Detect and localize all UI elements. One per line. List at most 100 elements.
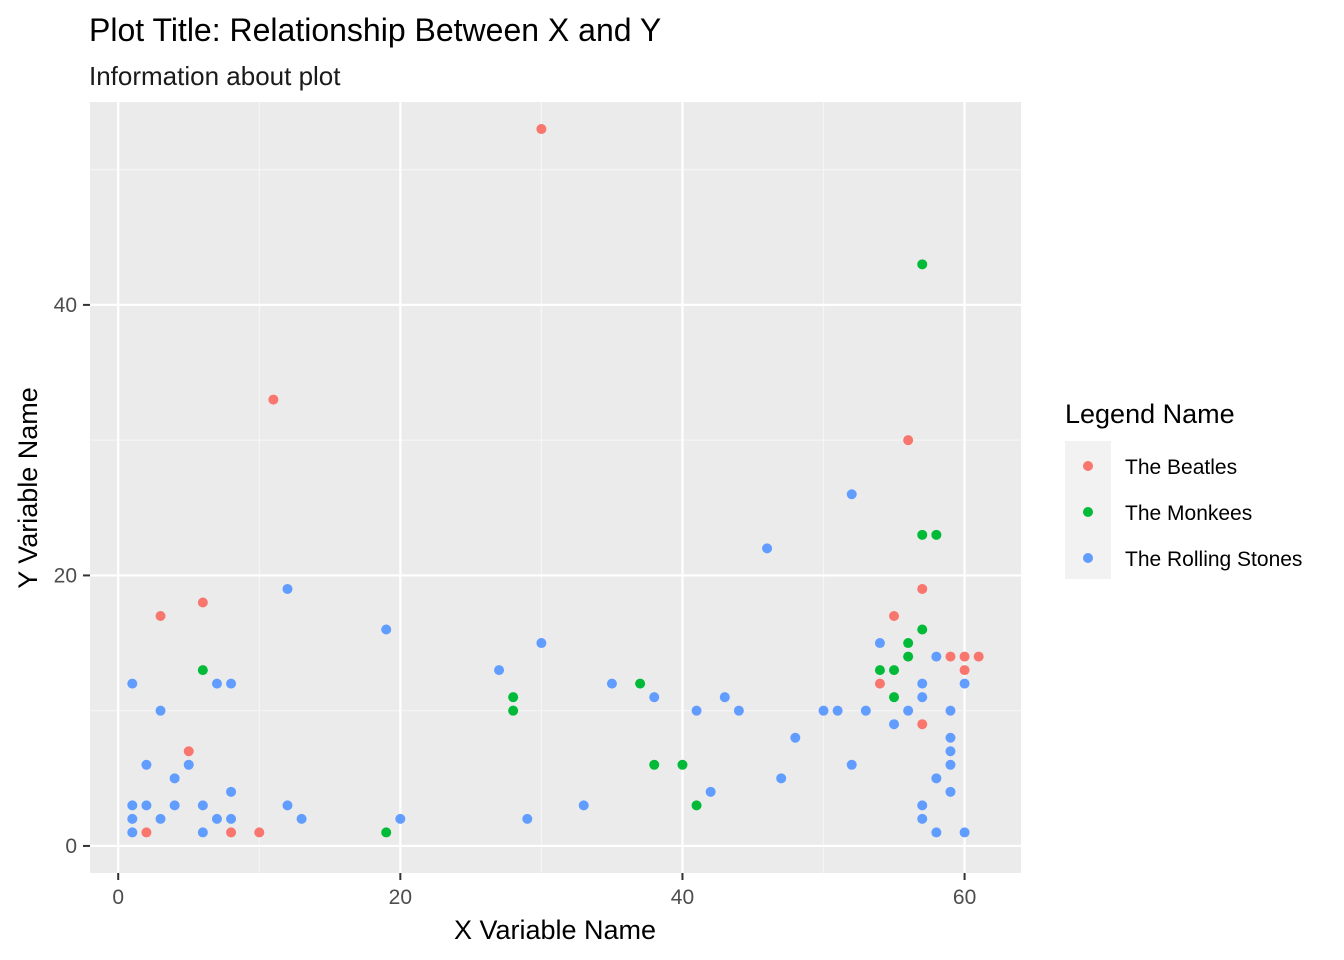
data-point (226, 813, 237, 824)
data-point (973, 651, 984, 662)
data-point (649, 692, 660, 703)
data-point (846, 759, 857, 770)
data-point (197, 800, 208, 811)
data-point (606, 678, 617, 689)
data-point (917, 624, 928, 635)
data-point (522, 813, 533, 824)
data-point (903, 435, 914, 446)
data-point (282, 800, 293, 811)
data-point (141, 800, 152, 811)
data-point (691, 800, 702, 811)
data-point (691, 705, 702, 716)
legend-label: The Monkees (1125, 502, 1252, 525)
data-point (874, 638, 885, 649)
y-tick-label: 0 (65, 835, 77, 858)
data-point (677, 759, 688, 770)
data-point (197, 665, 208, 676)
data-point (917, 719, 928, 730)
data-point (945, 732, 956, 743)
legend-key (1083, 553, 1093, 563)
data-point (945, 786, 956, 797)
data-point (127, 678, 138, 689)
data-point (127, 800, 138, 811)
data-point (381, 624, 392, 635)
data-point (889, 611, 900, 621)
legend-items: The Beatles The Monkees The Rolling Stones (1083, 456, 1302, 571)
data-point (874, 665, 885, 676)
major-gridlines (90, 102, 1021, 873)
y-axis: 0 20 40 (54, 294, 90, 858)
data-point (733, 705, 744, 716)
data-point (197, 597, 208, 608)
data-point (917, 529, 928, 540)
data-point (155, 611, 166, 621)
data-point (127, 813, 138, 824)
data-point (818, 705, 829, 716)
data-point (917, 583, 928, 594)
x-axis-title: X Variable Name (454, 915, 656, 945)
data-point (508, 705, 519, 716)
minor-gridlines (90, 102, 1021, 873)
legend: Legend Name The Beatles The Monkees The Ro… (1065, 399, 1302, 579)
x-tick-label: 40 (671, 886, 694, 909)
data-point (945, 759, 956, 770)
data-point (917, 259, 928, 270)
data-point (211, 678, 222, 689)
data-point (127, 827, 138, 838)
data-point (494, 665, 505, 676)
legend-title: Legend Name (1065, 399, 1235, 429)
data-point (155, 705, 166, 716)
data-point (931, 529, 942, 540)
data-point (183, 759, 194, 770)
data-point (917, 813, 928, 824)
x-tick-label: 20 (389, 886, 412, 909)
data-point (536, 124, 547, 135)
y-tick-label: 20 (54, 564, 77, 587)
legend-label: The Beatles (1125, 456, 1237, 479)
data-point (536, 638, 547, 649)
data-point (705, 786, 716, 797)
data-point (917, 800, 928, 811)
data-point (578, 800, 589, 811)
data-point (959, 827, 970, 838)
y-axis-title: Y Variable Name (13, 387, 43, 589)
data-point (268, 394, 279, 405)
data-point (141, 759, 152, 770)
data-point (931, 773, 942, 784)
data-point (889, 692, 900, 703)
data-points (127, 124, 984, 838)
data-point (931, 651, 942, 662)
data-point (860, 705, 871, 716)
data-point (169, 773, 180, 784)
data-point (141, 827, 152, 838)
data-point (719, 692, 730, 703)
data-point (917, 678, 928, 689)
data-point (917, 692, 928, 703)
data-point (903, 651, 914, 662)
data-point (889, 665, 900, 676)
data-point (226, 786, 237, 797)
legend-label: The Rolling Stones (1125, 548, 1302, 571)
data-point (649, 759, 660, 770)
data-point (945, 746, 956, 757)
data-point (226, 678, 237, 689)
x-tick-label: 0 (112, 886, 124, 909)
data-point (155, 813, 166, 824)
x-tick-label: 60 (953, 886, 976, 909)
data-point (846, 489, 857, 500)
data-point (211, 813, 222, 824)
data-point (931, 827, 942, 838)
data-point (395, 813, 406, 824)
x-axis: 0 20 40 60 (112, 873, 976, 909)
y-tick-label: 40 (54, 294, 77, 317)
data-point (197, 827, 208, 838)
data-point (945, 705, 956, 716)
data-point (508, 692, 519, 703)
data-point (903, 705, 914, 716)
data-point (381, 827, 392, 838)
data-point (169, 800, 180, 811)
data-point (959, 678, 970, 689)
data-point (959, 665, 970, 676)
chart-subtitle: Information about plot (89, 61, 341, 91)
